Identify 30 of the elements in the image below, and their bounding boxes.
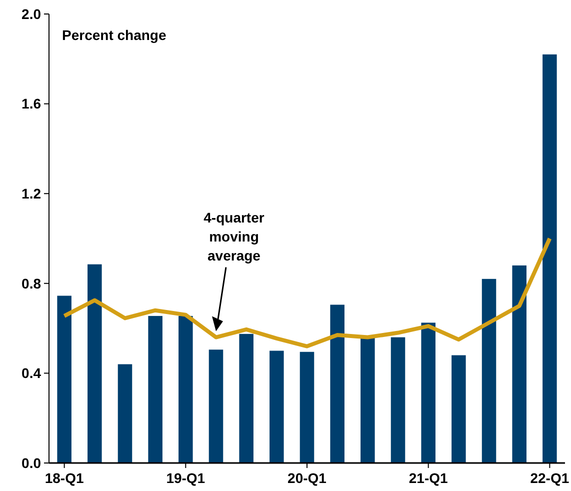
y-tick-label: 2.0 <box>22 6 42 22</box>
x-tick-label: 22-Q1 <box>530 470 570 486</box>
y-tick-label: 1.2 <box>22 186 42 202</box>
bar <box>57 296 72 463</box>
y-tick-label: 1.6 <box>22 96 42 112</box>
x-tick-label: 19-Q1 <box>166 470 206 486</box>
bar <box>512 265 526 463</box>
x-tick-label: 18-Q1 <box>44 470 84 486</box>
bar <box>239 334 254 463</box>
bar <box>542 54 557 463</box>
y-axis-title: Percent change <box>62 27 166 43</box>
x-tick-label: 20-Q1 <box>288 470 327 486</box>
y-tick-label: 0.8 <box>22 275 42 292</box>
bar <box>452 355 466 463</box>
bar <box>482 278 496 463</box>
bar <box>208 350 224 463</box>
y-tick-label: 0.0 <box>22 454 42 471</box>
text: 4-quarter moving average <box>204 209 265 264</box>
bar <box>178 316 193 463</box>
bar <box>300 352 314 463</box>
bar <box>148 316 162 463</box>
bar <box>330 304 344 463</box>
bar <box>270 350 284 463</box>
x-tick-label: 21-Q1 <box>408 470 448 486</box>
bar <box>118 364 132 463</box>
bar <box>390 337 406 463</box>
bar <box>421 322 436 463</box>
y-tick-label: 0.4 <box>22 365 42 382</box>
bar <box>360 337 375 463</box>
bar <box>88 264 102 463</box>
